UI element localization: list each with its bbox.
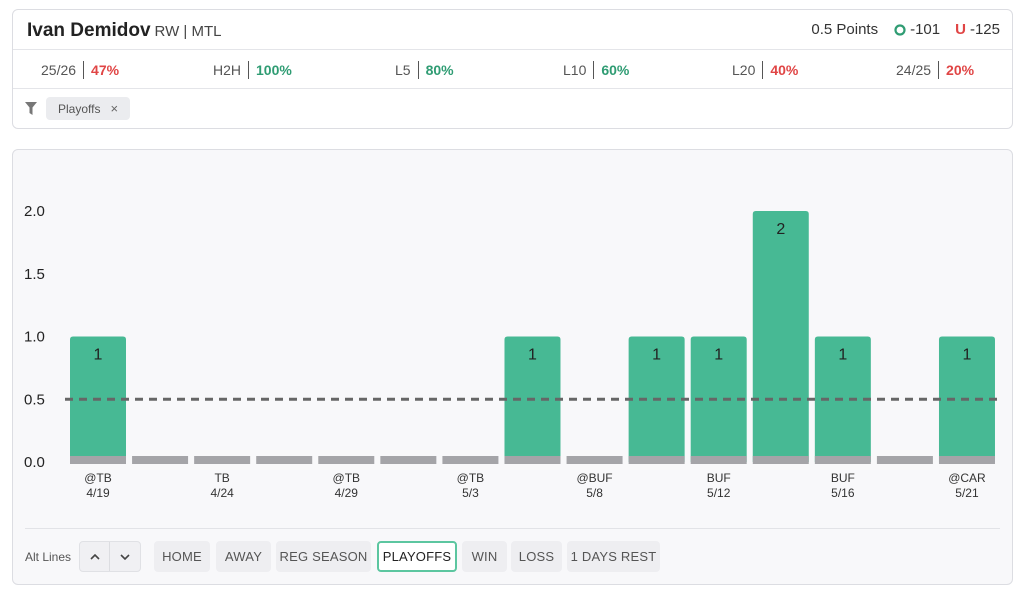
game-bar-base[interactable] — [70, 456, 126, 464]
y-tick-label: 1.0 — [24, 329, 45, 346]
game-bar-base[interactable] — [566, 456, 623, 464]
game-bar-base[interactable] — [814, 456, 871, 464]
x-label-date: 5/16 — [831, 486, 855, 500]
over-circle-icon — [894, 23, 906, 36]
x-label-date: 5/8 — [586, 486, 603, 500]
game-bar-base[interactable] — [194, 456, 251, 464]
player-row: Ivan Demidov RW | MTL 0.5 Points -101 U -… — [13, 10, 1012, 50]
alt-lines-stepper[interactable] — [79, 541, 141, 572]
stat-l10[interactable]: L10 60% — [563, 61, 630, 79]
under-odds[interactable]: -125 — [969, 21, 1000, 38]
game-bar-base[interactable] — [876, 456, 933, 464]
x-label-opponent: BUF — [831, 471, 855, 485]
game-bar-base[interactable] — [690, 456, 747, 464]
game-bar-base[interactable] — [504, 456, 561, 464]
x-label-opponent: @CAR — [948, 471, 986, 485]
filter-button-away[interactable]: AWAY — [216, 541, 271, 572]
under-letter: U — [955, 21, 966, 38]
divider — [25, 528, 1000, 529]
chevron-up-icon[interactable] — [80, 542, 110, 571]
player-name: Ivan Demidov RW | MTL — [27, 20, 222, 41]
game-bar[interactable] — [690, 336, 747, 463]
bar-value-label: 1 — [838, 347, 847, 364]
player-position-team: RW | MTL — [154, 23, 222, 40]
line-label: 0.5 Points — [811, 21, 879, 38]
x-label-date: 5/21 — [955, 486, 979, 500]
bar-value-label: 1 — [528, 347, 537, 364]
game-bar-base[interactable] — [318, 456, 375, 464]
odds-summary: 0.5 Points -101 U -125 — [811, 21, 1000, 38]
alt-lines-label: Alt Lines — [25, 550, 72, 564]
x-label-opponent: @TB — [333, 471, 361, 485]
bar-value-label: 1 — [652, 347, 661, 364]
active-filters: Playoffs × — [13, 89, 1012, 129]
player-prop-header: Ivan Demidov RW | MTL 0.5 Points -101 U -… — [12, 9, 1013, 129]
x-label-date: 4/29 — [335, 486, 359, 500]
game-bar[interactable] — [752, 211, 809, 462]
game-bar-base[interactable] — [442, 456, 499, 464]
x-label-opponent: @BUF — [576, 471, 612, 485]
bar-value-label: 1 — [94, 347, 103, 364]
stat-l5[interactable]: L5 80% — [395, 61, 454, 79]
stat-l20[interactable]: L20 40% — [732, 61, 799, 79]
x-label-opponent: @TB — [84, 471, 112, 485]
over-odds[interactable]: -101 — [910, 21, 941, 38]
x-label-date: 5/12 — [707, 486, 731, 500]
game-log-chart: 0.00.51.01.52.0 1 1 1 121 1 @TB4/19TB4/24@TB… — [24, 203, 1001, 500]
filter-icon[interactable] — [25, 102, 37, 115]
game-bar-base[interactable] — [752, 456, 809, 464]
filter-button-1-days-rest[interactable]: 1 DAYS REST — [567, 541, 660, 572]
game-bar-base[interactable] — [628, 456, 685, 464]
filter-chip-label: Playoffs — [58, 101, 101, 116]
game-bar-base[interactable] — [132, 456, 189, 464]
x-label-opponent: @TB — [457, 471, 485, 485]
y-tick-label: 0.0 — [24, 454, 45, 471]
close-icon[interactable]: × — [110, 101, 119, 116]
x-label-opponent: BUF — [707, 471, 731, 485]
filter-chip-playoffs[interactable]: Playoffs × — [46, 97, 131, 120]
bar-value-label: 2 — [776, 221, 785, 238]
x-label-date: 4/19 — [86, 486, 110, 500]
x-label-opponent: TB — [214, 471, 229, 485]
game-bar-base[interactable] — [380, 456, 437, 464]
filter-button-win[interactable]: WIN — [462, 541, 507, 572]
filter-button-playoffs[interactable]: PLAYOFFS — [377, 541, 457, 572]
y-tick-label: 1.5 — [24, 266, 45, 283]
stat-last-season[interactable]: 24/25 20% — [896, 61, 975, 79]
filter-button-loss[interactable]: LOSS — [511, 541, 562, 572]
stat-h2h[interactable]: H2H 100% — [213, 61, 292, 79]
filter-button-reg-season[interactable]: REG SEASON — [276, 541, 371, 572]
game-bar-base[interactable] — [256, 456, 313, 464]
y-tick-label: 2.0 — [24, 203, 45, 220]
stat-season[interactable]: 25/26 47% — [41, 61, 120, 79]
chevron-down-icon[interactable] — [110, 542, 140, 571]
hit-rate-stats: 25/26 47% H2H 100% L5 80% L10 60% L20 40% 24/… — [13, 50, 1012, 89]
x-label-date: 5/3 — [462, 486, 479, 500]
bar-value-label: 1 — [963, 347, 972, 364]
filter-button-home[interactable]: HOME — [154, 541, 210, 572]
bar-value-label: 1 — [714, 347, 723, 364]
game-bar-base[interactable] — [938, 456, 995, 464]
y-tick-label: 0.5 — [24, 391, 45, 408]
x-label-date: 4/24 — [210, 486, 234, 500]
